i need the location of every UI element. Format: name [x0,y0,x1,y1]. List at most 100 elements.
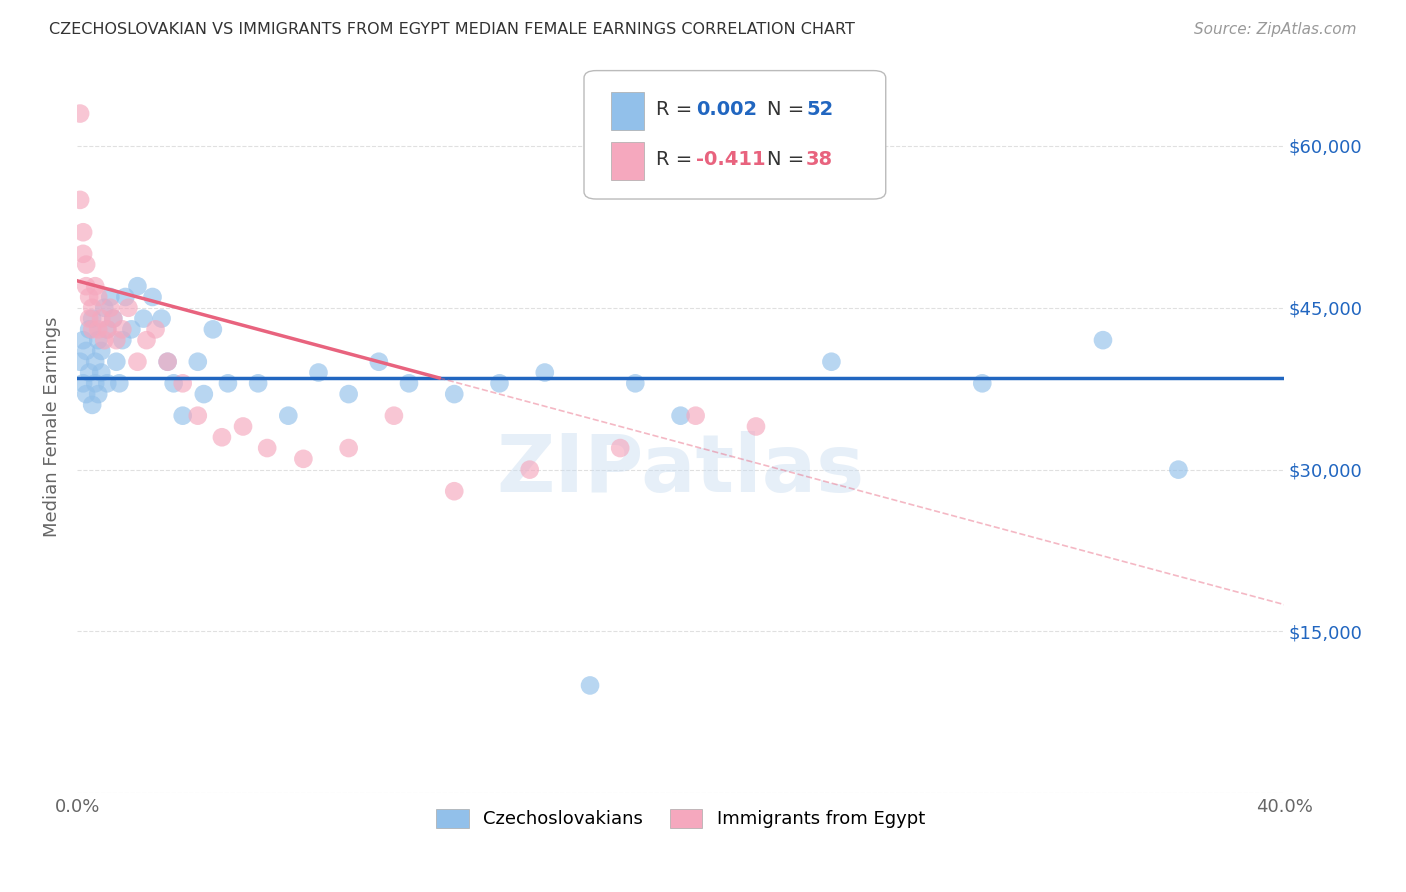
Point [624,376,647,391]
Point [103,311,125,326]
Point [443,387,465,401]
Point [172,376,194,391]
Point [69,193,91,207]
Point [90,366,112,380]
Point [72,333,94,347]
Point [127,279,149,293]
Point [820,355,842,369]
Point [82,301,104,315]
Point [172,409,194,423]
Point [69,355,91,369]
Point [367,355,389,369]
Point [72,225,94,239]
Point [84,279,107,293]
Point [105,355,128,369]
Point [533,366,555,380]
Point [75,279,97,293]
Text: 52: 52 [806,100,834,120]
Point [87,290,110,304]
Point [120,322,142,336]
Point [247,376,270,391]
Point [382,409,405,423]
Point [232,419,254,434]
Point [669,409,692,423]
Text: ZIPatlas: ZIPatlas [496,432,865,509]
Point [150,311,173,326]
Point [111,322,134,336]
FancyBboxPatch shape [583,70,886,199]
Text: -0.411: -0.411 [696,151,766,169]
Point [117,301,139,315]
Point [256,441,278,455]
Point [127,355,149,369]
Text: 0.002: 0.002 [696,100,758,120]
Point [193,387,215,401]
Point [132,311,155,326]
Point [145,322,167,336]
Point [96,376,118,391]
Point [77,322,100,336]
Point [98,301,121,315]
Point [579,678,602,692]
Point [72,376,94,391]
Point [72,247,94,261]
Point [443,484,465,499]
Point [156,355,179,369]
Point [398,376,420,391]
Point [745,419,768,434]
Point [77,290,100,304]
Text: R =: R = [657,151,699,169]
Point [75,258,97,272]
Y-axis label: Median Female Earnings: Median Female Earnings [44,317,60,537]
Point [82,322,104,336]
Point [217,376,239,391]
Point [111,333,134,347]
Point [211,430,233,444]
Point [141,290,163,304]
Point [201,322,224,336]
Point [87,333,110,347]
Point [277,409,299,423]
Point [519,462,541,476]
FancyBboxPatch shape [610,92,644,130]
Point [292,451,315,466]
Point [96,322,118,336]
Point [609,441,631,455]
Point [82,311,104,326]
Point [77,366,100,380]
Point [90,343,112,358]
Point [108,376,131,391]
Point [187,409,209,423]
Point [69,106,91,120]
Point [77,311,100,326]
Text: R =: R = [657,100,699,120]
Point [337,387,360,401]
FancyBboxPatch shape [610,142,644,180]
Point [103,311,125,326]
Point [1091,333,1114,347]
Point [1167,462,1189,476]
Point [337,441,360,455]
Point [114,290,136,304]
Point [93,333,115,347]
Point [87,322,110,336]
Point [98,290,121,304]
Point [156,355,179,369]
Point [96,322,118,336]
Text: CZECHOSLOVAKIAN VS IMMIGRANTS FROM EGYPT MEDIAN FEMALE EARNINGS CORRELATION CHAR: CZECHOSLOVAKIAN VS IMMIGRANTS FROM EGYPT… [49,22,855,37]
Point [187,355,209,369]
Text: Source: ZipAtlas.com: Source: ZipAtlas.com [1194,22,1357,37]
Point [93,301,115,315]
Point [84,355,107,369]
Point [75,343,97,358]
Text: 38: 38 [806,151,834,169]
Legend: Czechoslovakians, Immigrants from Egypt: Czechoslovakians, Immigrants from Egypt [429,802,932,836]
Point [84,376,107,391]
Point [90,311,112,326]
Point [82,398,104,412]
Point [105,333,128,347]
Point [488,376,510,391]
Point [87,387,110,401]
Point [685,409,707,423]
Point [308,366,330,380]
